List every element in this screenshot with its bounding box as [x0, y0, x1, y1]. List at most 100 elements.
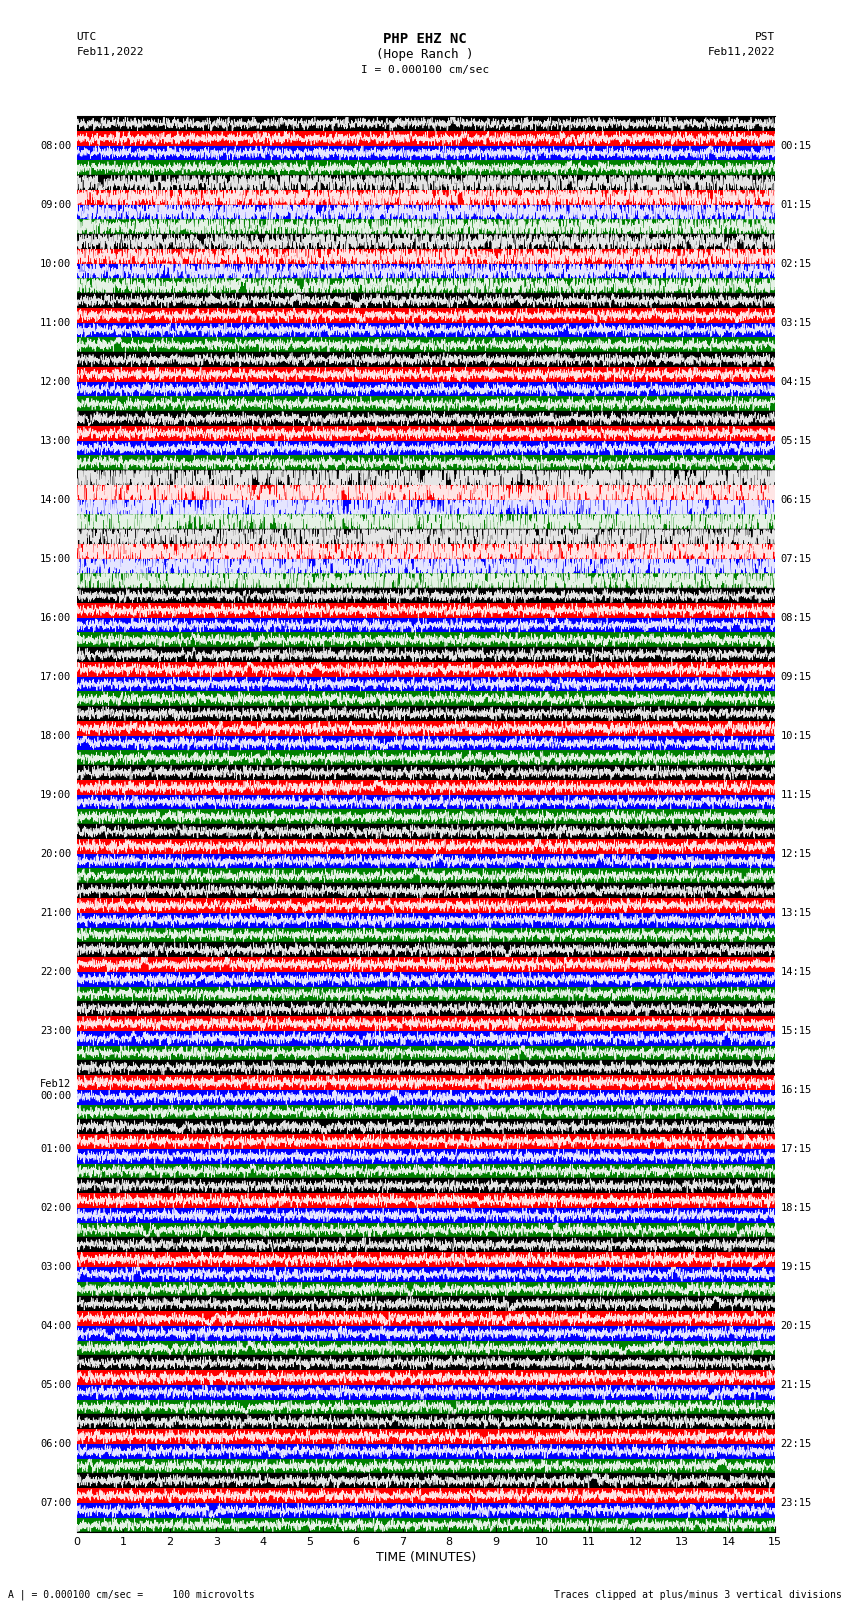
Bar [76, 116, 775, 131]
Bar [76, 1458, 775, 1473]
Bar [76, 1223, 775, 1237]
Bar [76, 1208, 775, 1223]
Bar [76, 426, 775, 440]
Bar [76, 1119, 775, 1134]
Bar [76, 1415, 775, 1429]
Text: 04:00: 04:00 [40, 1321, 71, 1331]
Bar [76, 131, 775, 145]
Bar [76, 1518, 775, 1532]
Bar [76, 529, 775, 544]
Text: 16:00: 16:00 [40, 613, 71, 623]
Bar [76, 411, 775, 426]
Text: 06:00: 06:00 [40, 1439, 71, 1448]
Bar [76, 1473, 775, 1489]
Text: 13:15: 13:15 [780, 908, 812, 918]
Bar [76, 942, 775, 957]
Text: 18:15: 18:15 [780, 1203, 812, 1213]
Text: 11:00: 11:00 [40, 318, 71, 327]
Text: Traces clipped at plus/minus 3 vertical divisions: Traces clipped at plus/minus 3 vertical … [553, 1590, 842, 1600]
Bar [76, 1237, 775, 1252]
Text: 08:15: 08:15 [780, 613, 812, 623]
Bar [76, 486, 775, 500]
Bar [76, 1031, 775, 1045]
Text: 19:15: 19:15 [780, 1261, 812, 1271]
Bar [76, 913, 775, 927]
Bar [76, 1134, 775, 1148]
Bar [76, 868, 775, 884]
Bar [76, 824, 775, 839]
Text: 05:15: 05:15 [780, 436, 812, 445]
Bar [76, 987, 775, 1002]
Text: 05:00: 05:00 [40, 1379, 71, 1390]
Text: 11:15: 11:15 [780, 790, 812, 800]
Bar [76, 971, 775, 987]
Text: 14:15: 14:15 [780, 966, 812, 977]
Bar [76, 1163, 775, 1177]
Bar [76, 884, 775, 898]
Bar [76, 352, 775, 366]
Text: PST: PST [755, 32, 775, 42]
Bar [76, 810, 775, 824]
Bar [76, 558, 775, 574]
Bar [76, 1060, 775, 1074]
Bar [76, 1074, 775, 1090]
Text: 20:00: 20:00 [40, 848, 71, 858]
Text: 21:00: 21:00 [40, 908, 71, 918]
Bar [76, 750, 775, 765]
Text: 03:15: 03:15 [780, 318, 812, 327]
Bar [76, 1429, 775, 1444]
Bar [76, 1016, 775, 1031]
Bar [76, 190, 775, 205]
Text: 16:15: 16:15 [780, 1086, 812, 1095]
Bar [76, 160, 775, 176]
Text: 15:00: 15:00 [40, 553, 71, 563]
Bar [76, 323, 775, 337]
Text: 17:00: 17:00 [40, 671, 71, 682]
Bar [76, 781, 775, 795]
Bar [76, 234, 775, 248]
Bar [76, 603, 775, 618]
Bar [76, 1311, 775, 1326]
Bar [76, 471, 775, 486]
Text: Feb12
00:00: Feb12 00:00 [40, 1079, 71, 1100]
Bar [76, 1444, 775, 1458]
Text: 02:15: 02:15 [780, 258, 812, 269]
Bar [76, 661, 775, 677]
Text: 04:15: 04:15 [780, 377, 812, 387]
Text: 03:00: 03:00 [40, 1261, 71, 1271]
Bar [76, 692, 775, 706]
Text: (Hope Ranch ): (Hope Ranch ) [377, 48, 473, 61]
Bar [76, 574, 775, 589]
Text: 22:15: 22:15 [780, 1439, 812, 1448]
Text: 02:00: 02:00 [40, 1203, 71, 1213]
Bar [76, 736, 775, 750]
Bar [76, 618, 775, 632]
Text: Feb11,2022: Feb11,2022 [76, 47, 144, 56]
Bar [76, 1282, 775, 1297]
Text: 10:00: 10:00 [40, 258, 71, 269]
Bar [76, 1400, 775, 1415]
Text: 13:00: 13:00 [40, 436, 71, 445]
X-axis label: TIME (MINUTES): TIME (MINUTES) [376, 1552, 476, 1565]
Text: PHP EHZ NC: PHP EHZ NC [383, 32, 467, 47]
Bar [76, 1002, 775, 1016]
Bar [76, 1503, 775, 1518]
Text: 23:15: 23:15 [780, 1498, 812, 1508]
Bar [76, 1340, 775, 1355]
Text: 10:15: 10:15 [780, 731, 812, 740]
Bar [76, 455, 775, 471]
Text: 14:00: 14:00 [40, 495, 71, 505]
Bar [76, 382, 775, 397]
Bar [76, 1266, 775, 1282]
Text: 09:00: 09:00 [40, 200, 71, 210]
Bar [76, 1355, 775, 1369]
Bar [76, 1090, 775, 1105]
Bar [76, 721, 775, 736]
Bar [76, 263, 775, 279]
Bar [76, 647, 775, 661]
Bar [76, 205, 775, 219]
Text: 22:00: 22:00 [40, 966, 71, 977]
Text: 12:00: 12:00 [40, 377, 71, 387]
Text: I = 0.000100 cm/sec: I = 0.000100 cm/sec [361, 65, 489, 74]
Bar [76, 145, 775, 160]
